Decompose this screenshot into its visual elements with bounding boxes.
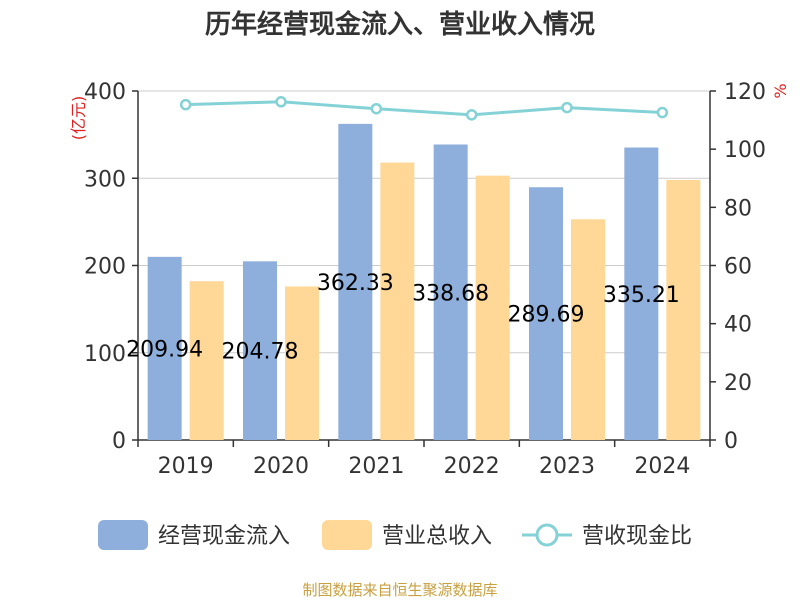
x-tick-label: 2021	[348, 454, 404, 479]
data-label-cash-inflow: 338.68	[412, 281, 489, 306]
x-tick-label: 2023	[539, 454, 595, 479]
bar-cash-inflow	[338, 123, 373, 441]
legend-label-ratio: 营收现金比	[582, 524, 692, 549]
left-tick-label: 400	[84, 80, 126, 105]
bar-revenue	[475, 175, 510, 440]
ratio-line	[179, 96, 669, 121]
data-label-cash-inflow: 209.94	[126, 337, 203, 362]
bar-cash-inflow	[529, 187, 563, 440]
legend-swatch-ratio-marker	[535, 523, 559, 547]
chart-title: 历年经营现金流入、营业收入情况	[205, 9, 595, 40]
left-tick-label: 300	[84, 167, 126, 192]
bar-revenue	[666, 179, 701, 440]
left-tick-label: 200	[84, 255, 126, 280]
data-label-cash-inflow: 362.33	[317, 271, 394, 296]
grid	[138, 90, 710, 354]
left-axis-unit: (亿元)	[69, 96, 88, 141]
axes: 0 100 200 300 400 0 20 40 60 80 100 120 (亿元)% 2019 202…	[69, 80, 790, 479]
legend: 经营现金流入 营业总收入 营收现金比	[98, 520, 692, 550]
bar-cash-inflow	[433, 144, 468, 440]
legend-label-revenue: 营业总收入	[382, 524, 492, 549]
bar-revenue	[380, 162, 415, 441]
left-tick-label: 0	[112, 429, 126, 454]
right-axis-unit: %	[771, 83, 790, 98]
bar-cash-inflow	[624, 147, 659, 440]
data-label-cash-inflow: 335.21	[603, 283, 680, 308]
data-labels: 209.94 204.78 362.33 338.68 289.69 335.21	[126, 271, 680, 365]
right-tick-label: 0	[724, 429, 738, 454]
legend-label-cash-inflow: 经营现金流入	[158, 524, 290, 549]
ratio-point	[179, 98, 192, 111]
bar-revenue	[189, 281, 224, 440]
bar-revenue	[571, 219, 605, 440]
bar-revenue	[285, 286, 319, 440]
ratio-point	[465, 109, 478, 121]
legend-swatch-cash-inflow	[98, 520, 148, 550]
legend-swatch-revenue	[322, 520, 372, 550]
right-tick-label: 20	[724, 371, 752, 396]
bar-cash-inflow	[147, 256, 182, 440]
left-tick-label: 100	[84, 342, 126, 367]
ratio-line-path	[185, 100, 663, 117]
right-tick-label: 120	[724, 80, 766, 105]
ratio-point	[370, 102, 383, 115]
x-tick-label: 2020	[253, 454, 309, 479]
bars	[147, 123, 701, 441]
right-tick-label: 100	[724, 138, 766, 163]
ratio-point	[275, 96, 287, 108]
x-tick-label: 2022	[444, 454, 500, 479]
x-tick-label: 2024	[634, 454, 690, 479]
ratio-point	[561, 101, 573, 114]
data-label-cash-inflow: 289.69	[508, 303, 585, 328]
right-tick-label: 40	[724, 313, 752, 338]
bar-cash-inflow	[243, 261, 277, 440]
x-tick-label: 2019	[158, 454, 214, 479]
source-note: 制图数据来自恒生聚源数据库	[302, 581, 497, 599]
ratio-point	[656, 106, 669, 119]
right-tick-label: 80	[724, 196, 752, 221]
data-label-cash-inflow: 204.78	[222, 340, 299, 365]
right-tick-label: 60	[724, 255, 752, 280]
